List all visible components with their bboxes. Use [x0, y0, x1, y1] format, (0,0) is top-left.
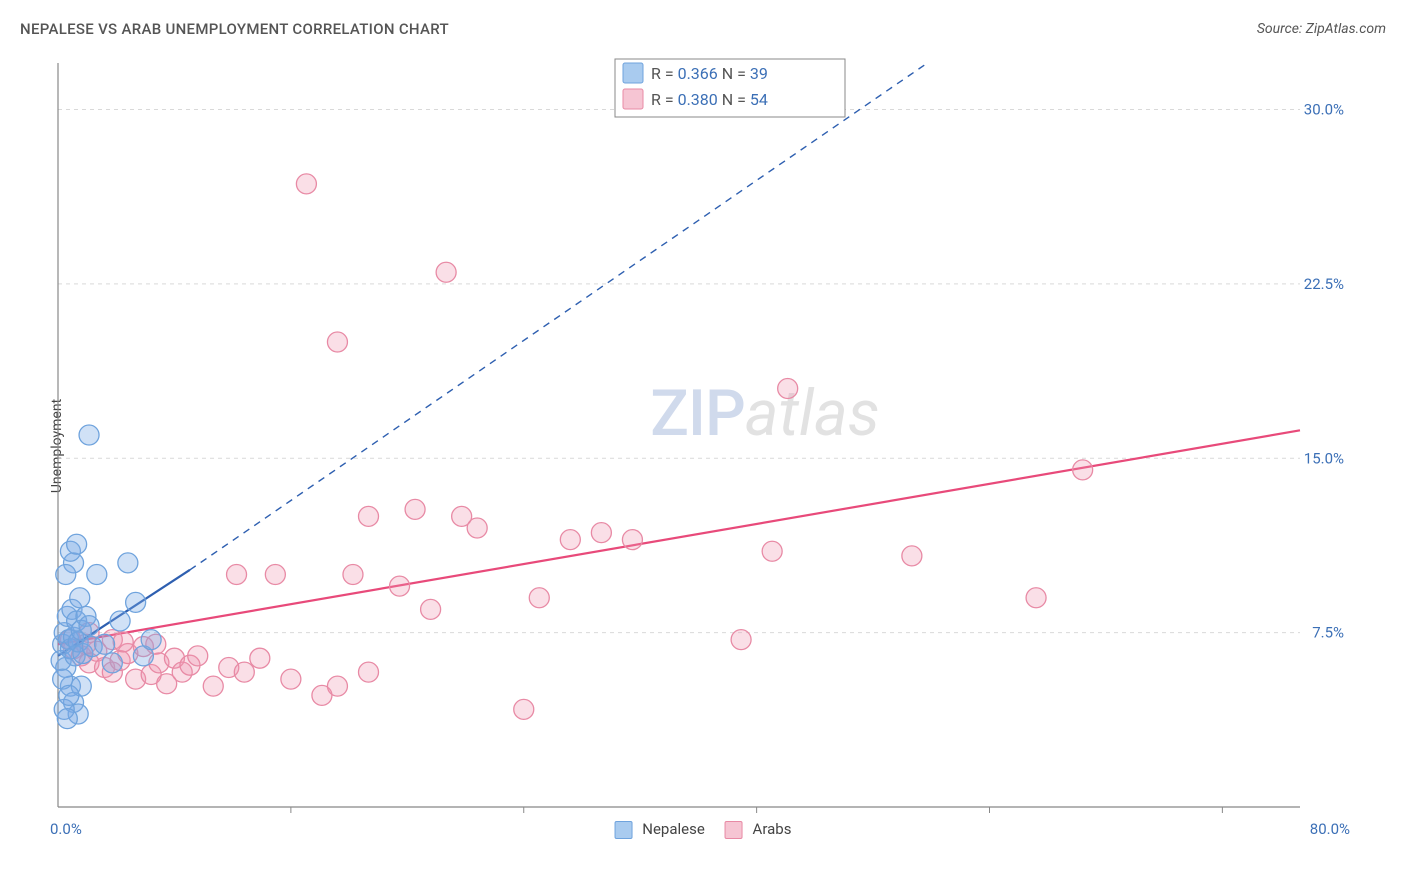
chart-svg: 7.5% 15.0% 22.5% 30.0% ZIPatlas R = 0.366 N =… — [50, 55, 1350, 815]
bottom-legend: Nepalese Arabs — [615, 820, 792, 839]
svg-text:22.5%: 22.5% — [1304, 275, 1344, 293]
chart-source: Source: ZipAtlas.com — [1257, 21, 1386, 37]
svg-text:7.5%: 7.5% — [1312, 624, 1344, 642]
legend-label-arabs: Arabs — [753, 820, 792, 838]
svg-text:R = 0.380 N = 54: R = 0.380 N = 54 — [651, 90, 768, 109]
svg-text:30.0%: 30.0% — [1304, 101, 1344, 119]
x-min-label: 0.0% — [50, 820, 82, 838]
legend-swatch-arabs — [725, 821, 743, 839]
chart-header: NEPALESE VS ARAB UNEMPLOYMENT CORRELATIO… — [20, 20, 1386, 38]
legend-item-nepalese: Nepalese — [615, 820, 705, 839]
legend-label-nepalese: Nepalese — [642, 820, 705, 838]
svg-text:ZIPatlas: ZIPatlas — [650, 376, 880, 451]
legend-swatch-nepalese — [615, 821, 633, 839]
svg-text:R = 0.366 N = 39: R = 0.366 N = 39 — [651, 64, 768, 83]
plot-area: 7.5% 15.0% 22.5% 30.0% ZIPatlas R = 0.366 N =… — [50, 55, 1350, 815]
legend-item-arabs: Arabs — [725, 820, 792, 839]
svg-text:15.0%: 15.0% — [1304, 449, 1344, 467]
x-max-label: 80.0% — [1310, 820, 1350, 838]
chart-title: NEPALESE VS ARAB UNEMPLOYMENT CORRELATIO… — [20, 20, 449, 38]
